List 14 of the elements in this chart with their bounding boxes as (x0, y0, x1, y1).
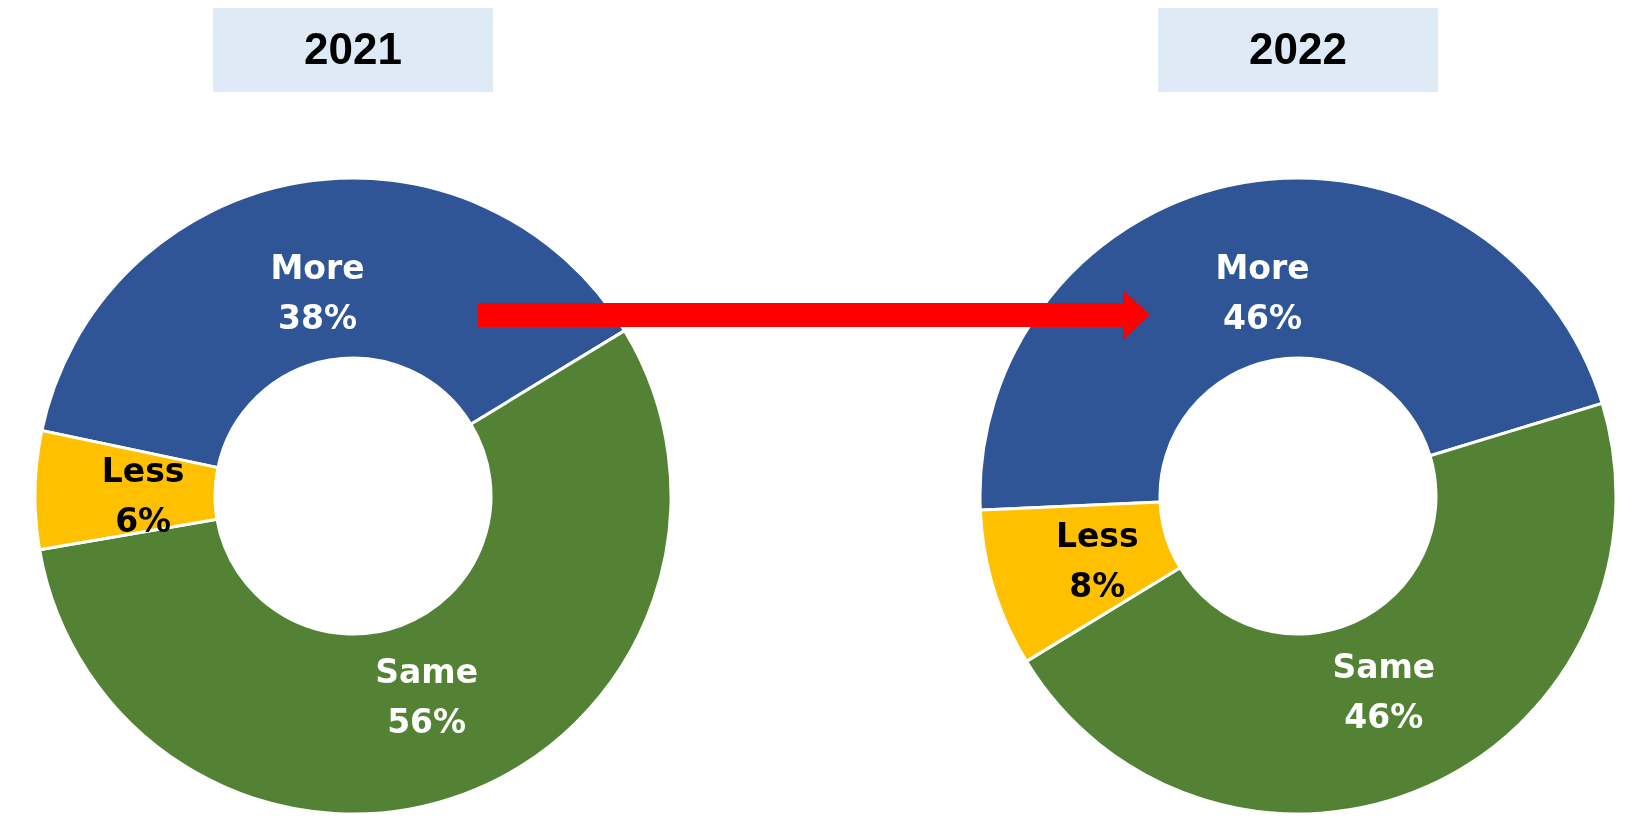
slice-label: Same (375, 651, 479, 691)
data-label: 56% (387, 701, 467, 741)
data-label: 38% (277, 298, 357, 338)
slice-label: More (1215, 248, 1310, 288)
data-label: 6% (115, 501, 172, 541)
slice-label: More (270, 248, 365, 288)
slice-label: Less (1055, 516, 1139, 556)
data-label: 46% (1222, 298, 1302, 338)
data-label: 46% (1344, 696, 1424, 736)
data-label: 8% (1069, 566, 1126, 606)
chart-title: 2021 (304, 24, 402, 73)
chart-title: 2022 (1249, 24, 1347, 73)
slice-label: Less (101, 451, 185, 491)
slice-label: Same (1332, 646, 1436, 686)
